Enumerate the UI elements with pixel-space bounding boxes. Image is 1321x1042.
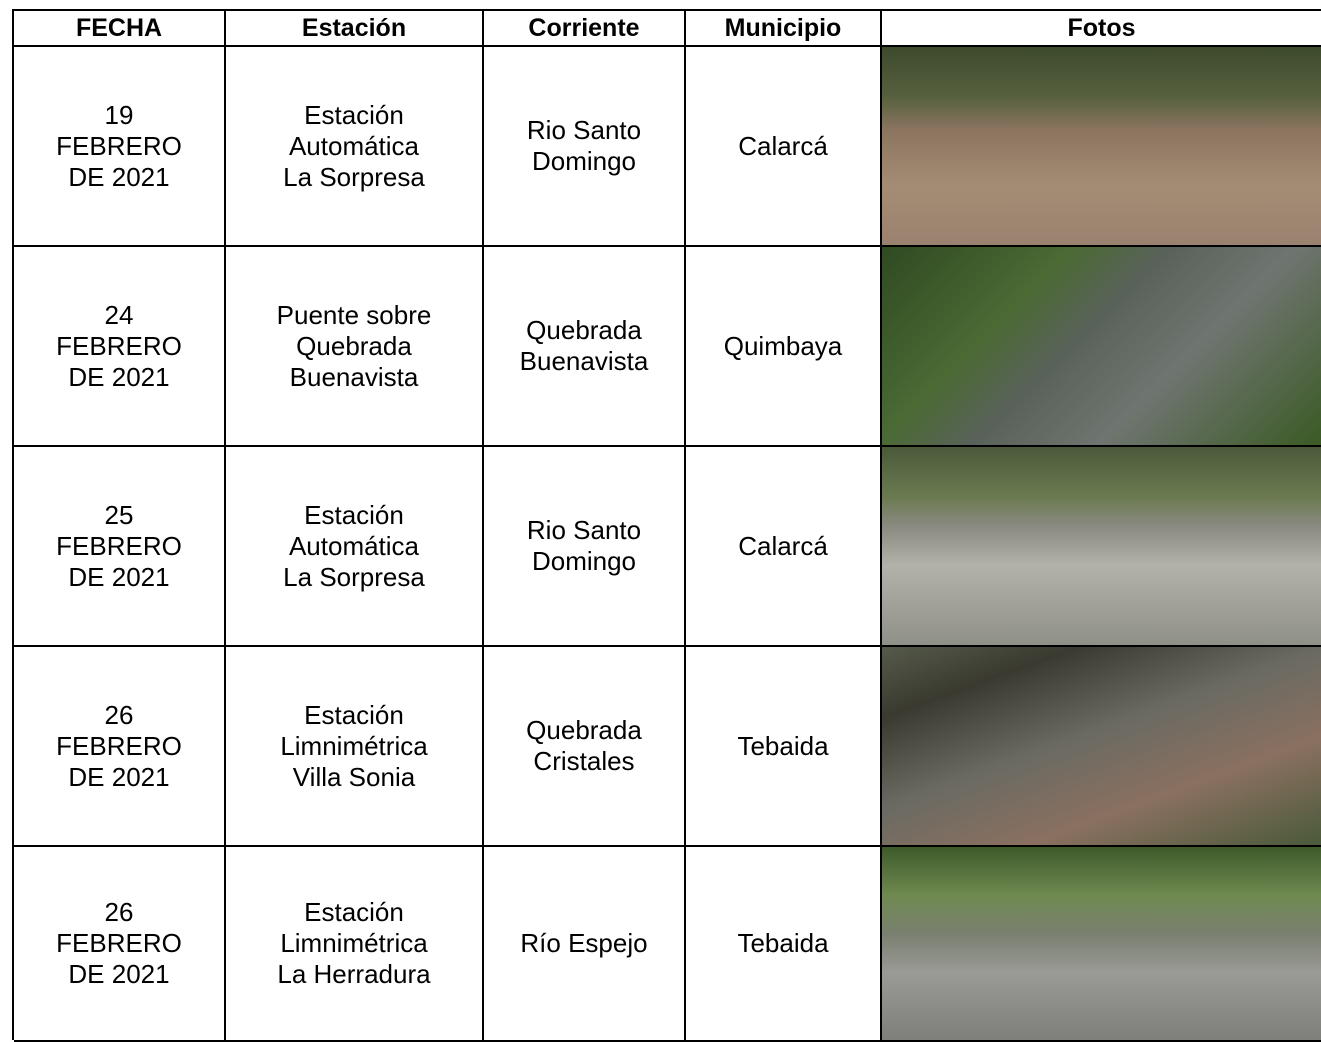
- cell-line: Quebrada: [526, 315, 642, 345]
- fecha-cell: 26 FEBRERO DE 2021: [14, 647, 226, 847]
- fecha-cell: 24 FEBRERO DE 2021: [14, 247, 226, 447]
- cell-line: Quimbaya: [723, 330, 843, 361]
- photo-cell: [882, 647, 1321, 847]
- cell-line: La Herradura: [277, 959, 431, 989]
- cell-line: FEBRERO: [56, 130, 182, 161]
- cell-line: Calarcá: [738, 130, 828, 161]
- photo: [882, 847, 1321, 1040]
- cell-line: DE 2021: [68, 161, 170, 192]
- corriente-cell: Río Espejo: [484, 847, 686, 1042]
- corriente-cell: Rio Santo Domingo: [484, 447, 686, 647]
- municipio-cell: Quimbaya: [686, 247, 882, 447]
- cell-line: Automática: [288, 530, 420, 561]
- cell-line: Domingo: [531, 546, 637, 576]
- cell-line: FEBRERO: [56, 928, 182, 958]
- cell-line: Automática: [288, 130, 420, 161]
- cell-line: Rio Santo: [526, 115, 642, 145]
- cell-line: Estación: [304, 897, 404, 927]
- estacion-cell: Estación Limnimétrica La Herradura: [226, 847, 484, 1042]
- municipio-cell: Tebaida: [686, 847, 882, 1042]
- header-cell: Fotos: [882, 11, 1321, 47]
- cell-line: Cristales: [533, 746, 635, 776]
- municipio-cell: Tebaida: [686, 647, 882, 847]
- cell-line: Villa Sonia: [292, 761, 416, 792]
- municipio-cell: Calarcá: [686, 47, 882, 247]
- fecha-cell: 26 FEBRERO DE 2021: [14, 847, 226, 1042]
- corriente-cell: Quebrada Buenavista: [484, 247, 686, 447]
- cell-line: La Sorpresa: [283, 561, 425, 592]
- estacion-cell: Estación Limnimétrica Villa Sonia: [226, 647, 484, 847]
- photo: [882, 47, 1321, 245]
- table: FECHA Estación Corriente Municipio Fotos 19 FE…: [12, 9, 1321, 1042]
- corriente-cell: Quebrada Cristales: [484, 647, 686, 847]
- cell-line: Río Espejo: [520, 928, 648, 958]
- photo-cell: [882, 47, 1321, 247]
- cell-line: 26: [104, 897, 134, 927]
- cell-line: Tebaida: [737, 730, 829, 761]
- estacion-cell: Estación Automática La Sorpresa: [226, 447, 484, 647]
- fecha-cell: 19 FEBRERO DE 2021: [14, 47, 226, 247]
- cell-line: 25: [104, 499, 134, 530]
- header-cell: Corriente: [484, 11, 686, 47]
- header-cell: FECHA: [14, 11, 226, 47]
- cell-line: Buenavista: [519, 346, 649, 376]
- header-cell: Estación: [226, 11, 484, 47]
- cell-line: FEBRERO: [56, 730, 182, 761]
- corriente-cell: Rio Santo Domingo: [484, 47, 686, 247]
- photo-cell: [882, 447, 1321, 647]
- cell-line: FEBRERO: [56, 530, 182, 561]
- photo: [882, 647, 1321, 845]
- cell-line: Quebrada: [296, 330, 412, 361]
- cell-line: Quebrada: [526, 715, 642, 745]
- cell-line: Calarcá: [738, 530, 828, 561]
- cell-line: DE 2021: [68, 959, 170, 989]
- cell-line: Estación: [304, 499, 404, 530]
- cell-line: Tebaida: [737, 928, 829, 958]
- cell-line: Limnimétrica: [280, 928, 428, 958]
- photo: [882, 447, 1321, 645]
- cell-line: Limnimétrica: [280, 730, 428, 761]
- cell-line: FEBRERO: [56, 330, 182, 361]
- estacion-cell: Estación Automática La Sorpresa: [226, 47, 484, 247]
- cell-line: La Sorpresa: [283, 161, 425, 192]
- photo-cell: [882, 847, 1321, 1042]
- cell-line: Puente sobre: [276, 299, 432, 330]
- cell-line: DE 2021: [68, 761, 170, 792]
- cell-line: DE 2021: [68, 361, 170, 392]
- cell-line: Domingo: [531, 146, 637, 176]
- header-cell: Municipio: [686, 11, 882, 47]
- cell-line: Estación: [304, 699, 404, 730]
- municipio-cell: Calarcá: [686, 447, 882, 647]
- cell-line: 26: [104, 699, 134, 730]
- cell-line: Rio Santo: [526, 515, 642, 545]
- estacion-cell: Puente sobre Quebrada Buenavista: [226, 247, 484, 447]
- cell-line: Estación: [304, 99, 404, 130]
- cell-line: Buenavista: [289, 361, 419, 392]
- fecha-cell: 25 FEBRERO DE 2021: [14, 447, 226, 647]
- photo-cell: [882, 247, 1321, 447]
- photo: [882, 247, 1321, 445]
- cell-line: DE 2021: [68, 561, 170, 592]
- cell-line: 19: [104, 99, 134, 130]
- cell-line: 24: [104, 299, 134, 330]
